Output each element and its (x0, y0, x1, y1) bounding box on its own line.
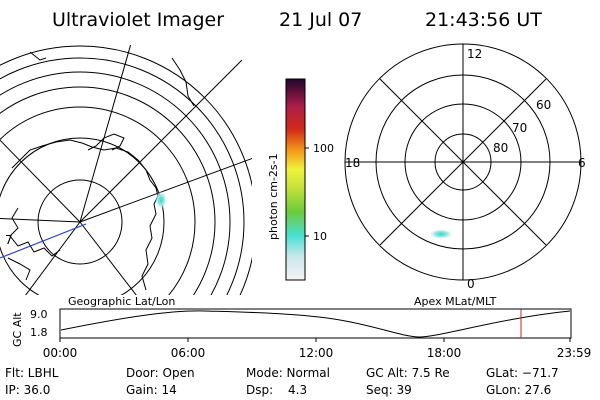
altitude-plot-frame (59, 308, 572, 339)
gc-alt-readout: GC Alt: 7.5 Re (366, 366, 450, 380)
magnetic-panel-label: Apex MLat/MLT (414, 295, 497, 308)
mlat-label-70: 70 (512, 121, 527, 135)
colorbar-unit-label: photon cm-2s-1 (267, 153, 280, 240)
mlt-label-right: 6 (578, 156, 586, 170)
altitude-xtick-0000: 00:00 (43, 346, 78, 360)
map-edge-mark: 7 (5, 233, 13, 247)
altitude-curve (60, 310, 571, 338)
altitude-ytick-high: 9.0 (30, 308, 48, 321)
colorbar-tick-100: 100 (313, 142, 334, 155)
latitude-circles (0, 45, 252, 295)
mlt-label-top: 12 (467, 47, 482, 61)
mlat-label-80: 80 (493, 141, 508, 155)
mlt-label-bottom: 0 (467, 277, 475, 291)
geographic-panel-label: Geographic Lat/Lon (68, 295, 175, 308)
satellite-track (0, 223, 87, 259)
auroral-emission-spot-magnetic (429, 229, 453, 239)
ip-readout: IP: 36.0 (5, 383, 50, 397)
door-readout: Door: Open (126, 366, 195, 380)
filter-readout: Flt: LBHL (5, 366, 59, 380)
color-scale-bar (285, 78, 306, 281)
altitude-ylabel: GC Alt (11, 312, 24, 347)
header: Ultraviolet Imager 21 Jul 07 21:43:56 UT (52, 9, 542, 31)
glat-readout: GLat: −71.7 (486, 366, 559, 380)
mode-readout: Mode: Normal (246, 366, 330, 380)
magnetic-polar-panel: 12 6 0 18 60 70 80 (344, 43, 586, 291)
altitude-plot: 9.0 1.8 GC Alt 00:00 06:00 12:00 18:00 2… (11, 308, 591, 360)
altitude-xtick-1800: 18:00 (427, 346, 462, 360)
instrument-info: Flt: LBHL IP: 36.0 Door: Open Gain: 14 M… (5, 366, 559, 397)
altitude-xtick-1200: 12:00 (299, 346, 334, 360)
auroral-emission-spot-geographic (155, 191, 167, 209)
mlt-label-left: 18 (345, 156, 360, 170)
gain-readout: Gain: 14 (126, 383, 177, 397)
mlat-label-60: 60 (536, 98, 551, 112)
altitude-ytick-low: 1.8 (30, 326, 48, 339)
dsp-value: 4.3 (288, 383, 307, 397)
altitude-xtick-0600: 06:00 (171, 346, 206, 360)
seq-readout: Seq: 39 (366, 383, 412, 397)
altitude-xtick-2359: 23:59 (557, 346, 592, 360)
polar-plot-outline (344, 43, 582, 281)
observation-time: 21:43:56 UT (425, 9, 542, 31)
dsp-label: Dsp: (246, 383, 273, 397)
coastline (7, 51, 195, 291)
longitude-lines (0, 45, 252, 295)
color-bar: 100 10 photon cm-2s-1 (267, 78, 334, 281)
instrument-title: Ultraviolet Imager (52, 9, 224, 31)
glon-readout: GLon: 27.6 (486, 383, 551, 397)
colorbar-tick-10: 10 (313, 230, 327, 243)
observation-date: 21 Jul 07 (279, 9, 362, 31)
geographic-map-panel: 7 (0, 45, 252, 295)
